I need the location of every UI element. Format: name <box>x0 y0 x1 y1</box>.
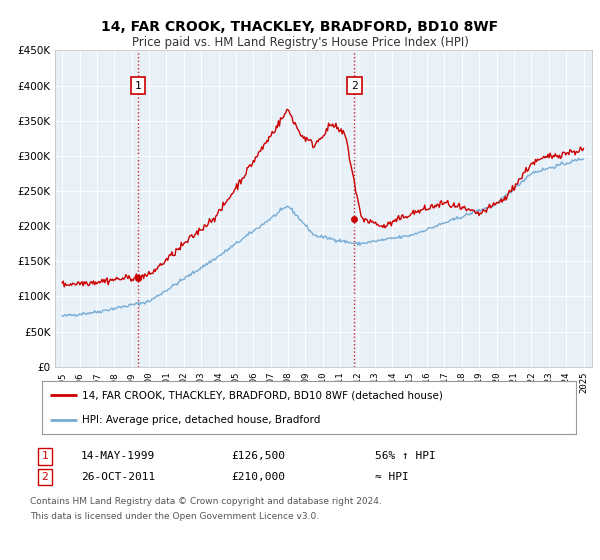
Text: 14, FAR CROOK, THACKLEY, BRADFORD, BD10 8WF (detached house): 14, FAR CROOK, THACKLEY, BRADFORD, BD10 … <box>82 390 443 400</box>
Text: 14, FAR CROOK, THACKLEY, BRADFORD, BD10 8WF: 14, FAR CROOK, THACKLEY, BRADFORD, BD10 … <box>101 20 499 34</box>
Text: Contains HM Land Registry data © Crown copyright and database right 2024.: Contains HM Land Registry data © Crown c… <box>30 497 382 506</box>
Text: 56% ↑ HPI: 56% ↑ HPI <box>375 451 436 461</box>
Text: 14-MAY-1999: 14-MAY-1999 <box>81 451 155 461</box>
Text: Price paid vs. HM Land Registry's House Price Index (HPI): Price paid vs. HM Land Registry's House … <box>131 36 469 49</box>
Text: 1: 1 <box>41 451 49 461</box>
Text: This data is licensed under the Open Government Licence v3.0.: This data is licensed under the Open Gov… <box>30 512 319 521</box>
Text: £210,000: £210,000 <box>231 472 285 482</box>
Text: 26-OCT-2011: 26-OCT-2011 <box>81 472 155 482</box>
Text: 2: 2 <box>351 81 358 91</box>
Text: 1: 1 <box>135 81 142 91</box>
Text: 2: 2 <box>41 472 49 482</box>
Text: ≈ HPI: ≈ HPI <box>375 472 409 482</box>
Text: HPI: Average price, detached house, Bradford: HPI: Average price, detached house, Brad… <box>82 414 320 424</box>
Text: £126,500: £126,500 <box>231 451 285 461</box>
